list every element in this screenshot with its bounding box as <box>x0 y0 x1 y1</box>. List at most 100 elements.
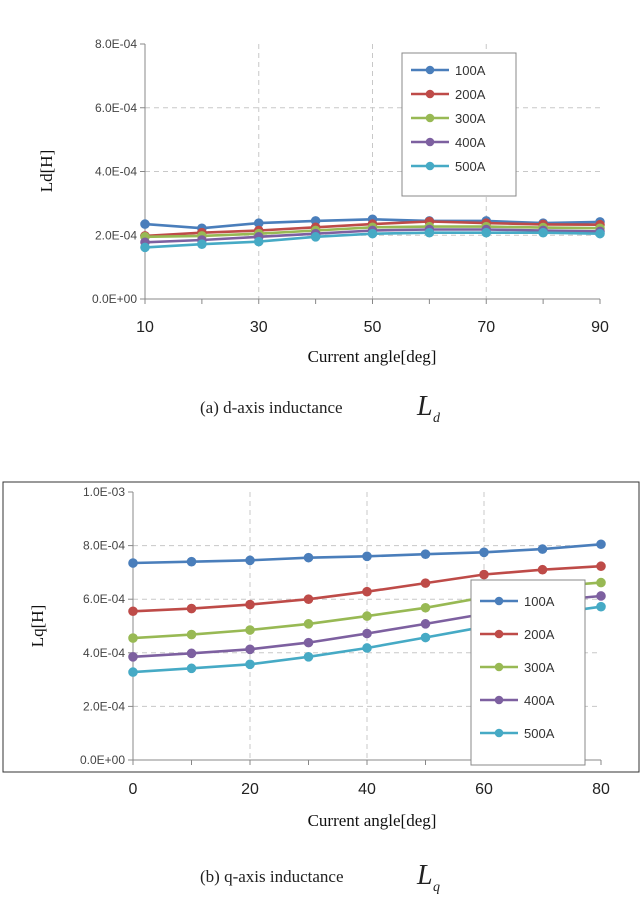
legend-label: 100A <box>455 63 486 78</box>
data-point-300A <box>420 602 431 613</box>
data-point-100A <box>537 544 548 554</box>
y-tick-label: 6.0E-04 <box>83 592 125 606</box>
chart-q-axis: 0.0E+00 2.0E-04 4.0E-04 6.0E-04 8.0E-04 1.0E-… <box>2 481 640 895</box>
y-tick-label: 0.0E+00 <box>80 753 125 767</box>
caption: (b) q-axis inductance <box>200 867 344 886</box>
data-point-100A <box>596 539 606 550</box>
y-tick-label: 8.0E-04 <box>83 539 125 553</box>
data-point-400A <box>245 644 255 655</box>
x-tick-label: 80 <box>592 781 610 798</box>
y-tick-label: 2.0E-04 <box>95 228 137 242</box>
data-point-300A <box>362 611 372 621</box>
data-point-400A <box>362 628 372 639</box>
data-point-400A <box>303 637 314 648</box>
data-point-500A <box>197 239 207 249</box>
x-tick-label: 10 <box>136 319 154 336</box>
legend-marker-500A <box>494 728 504 738</box>
data-point-500A <box>420 632 431 643</box>
data-point-200A <box>303 594 314 605</box>
data-point-300A <box>128 633 138 643</box>
legend-label: 400A <box>455 135 486 150</box>
caption-symbol: L <box>416 860 433 891</box>
data-point-200A <box>128 606 138 617</box>
data-point-500A <box>481 227 492 238</box>
data-point-100A <box>362 551 372 562</box>
data-point-300A <box>303 619 314 629</box>
y-axis-label: Lq[H] <box>28 605 47 647</box>
x-tick-label: 70 <box>477 319 495 336</box>
data-point-100A <box>479 547 489 558</box>
legend-marker-300A <box>425 113 435 123</box>
legend-label: 500A <box>524 726 555 741</box>
data-point-200A <box>420 578 431 588</box>
data-point-500A <box>128 667 138 677</box>
data-point-400A <box>128 652 138 662</box>
x-tick-label: 50 <box>364 319 382 336</box>
data-point-500A <box>140 242 150 253</box>
y-tick-label: 4.0E-04 <box>95 165 137 179</box>
data-point-100A <box>140 219 150 229</box>
x-tick-label: 20 <box>241 781 259 798</box>
data-point-500A <box>303 652 314 662</box>
data-point-100A <box>128 558 138 568</box>
legend-marker-200A <box>425 89 435 99</box>
data-point-300A <box>186 629 197 640</box>
caption-subscript: q <box>433 880 440 895</box>
legend-label: 500A <box>455 159 486 174</box>
legend-marker-100A <box>494 596 504 606</box>
data-point-200A <box>537 564 548 575</box>
legend-label: 100A <box>524 594 555 609</box>
x-tick-label: 30 <box>250 319 268 336</box>
legend-label: 200A <box>524 627 555 642</box>
legend <box>401 52 517 197</box>
legend-label: 300A <box>524 660 555 675</box>
chart-d-axis: 0.0E+00 2.0E-04 4.0E-04 6.0E-04 8.0E-04 10 30 5… <box>37 37 609 426</box>
y-axis-label: Ld[H] <box>37 150 56 192</box>
data-point-400A <box>596 591 606 601</box>
x-tick-label: 40 <box>358 781 376 798</box>
data-point-500A <box>367 228 378 239</box>
data-point-500A <box>424 227 435 238</box>
legend-label: 200A <box>455 87 486 102</box>
data-point-400A <box>186 648 197 659</box>
legend-marker-500A <box>425 161 435 171</box>
y-tick-label: 4.0E-04 <box>83 646 125 660</box>
y-tick-label: 1.0E-03 <box>83 485 125 499</box>
legend-label: 400A <box>524 693 555 708</box>
data-point-200A <box>479 569 489 580</box>
y-tick-label: 2.0E-04 <box>83 699 125 713</box>
data-point-200A <box>362 586 372 597</box>
data-point-500A <box>245 659 255 670</box>
legend-marker-300A <box>494 662 504 672</box>
y-tick-label: 6.0E-04 <box>95 101 137 115</box>
caption-symbol: L <box>416 391 433 422</box>
data-point-500A <box>538 227 548 238</box>
data-point-200A <box>596 561 606 572</box>
data-point-200A <box>245 599 255 610</box>
y-tick-label: 0.0E+00 <box>92 292 137 306</box>
data-point-500A <box>362 643 372 653</box>
data-point-500A <box>595 228 605 239</box>
data-point-100A <box>186 556 197 567</box>
caption-subscript: d <box>433 411 441 426</box>
x-axis-label: Current angle[deg] <box>308 811 437 830</box>
legend-marker-400A <box>494 695 504 705</box>
data-point-200A <box>186 603 197 614</box>
data-point-100A <box>420 549 431 559</box>
x-axis-label: Current angle[deg] <box>308 347 437 366</box>
x-tick-label: 60 <box>475 781 493 798</box>
data-point-500A <box>253 236 264 247</box>
legend-label: 300A <box>455 111 486 126</box>
data-point-400A <box>420 619 431 629</box>
chart-frame <box>2 481 640 773</box>
data-point-100A <box>245 555 255 566</box>
y-tick-label: 8.0E-04 <box>95 37 137 51</box>
legend-marker-400A <box>425 137 435 147</box>
data-point-500A <box>310 232 321 242</box>
caption: (a) d-axis inductance <box>200 398 343 417</box>
x-tick-label: 90 <box>591 319 609 336</box>
x-tick-label: 0 <box>129 781 138 798</box>
legend-marker-200A <box>494 629 504 639</box>
data-point-500A <box>596 601 606 612</box>
